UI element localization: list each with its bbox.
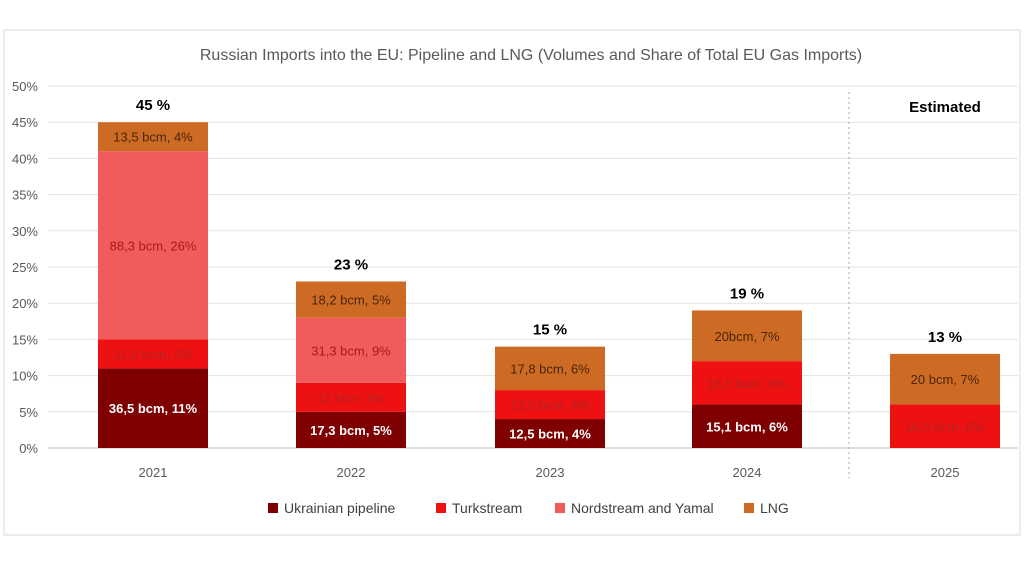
- bar-segment: [98, 151, 208, 340]
- data-label: 17,8 bcm, 6%: [510, 361, 590, 376]
- data-label: 17,3 bcm, 5%: [310, 423, 392, 438]
- data-label: 20bcm, 7%: [714, 329, 779, 344]
- legend-label: Turkstream: [452, 500, 522, 516]
- legend-swatch: [744, 503, 754, 513]
- bar-segment: [98, 122, 208, 152]
- data-label: 11,9 bcm, 4%: [114, 347, 193, 362]
- x-tick-label: 2021: [139, 465, 168, 480]
- total-label: 19 %: [730, 285, 764, 302]
- bar-segment: [692, 361, 802, 405]
- bar-segment: [296, 411, 406, 448]
- bar-segment: [98, 339, 208, 369]
- x-tick-label: 2023: [536, 465, 565, 480]
- data-label: 15,1 bcm, 6%: [706, 419, 788, 434]
- total-label: 45 %: [136, 97, 170, 114]
- y-tick-label: 25%: [12, 260, 38, 275]
- data-label: 31,3 bcm, 9%: [311, 343, 391, 358]
- chart-title: Russian Imports into the EU: Pipeline an…: [200, 47, 862, 64]
- bar-segment: [692, 310, 802, 362]
- legend-label: LNG: [760, 500, 789, 516]
- y-tick-label: 15%: [12, 332, 38, 347]
- y-tick-label: 5%: [19, 405, 38, 420]
- legend-swatch: [268, 503, 278, 513]
- data-label: 36,5 bcm, 11%: [109, 401, 198, 416]
- y-tick-label: 40%: [12, 151, 38, 166]
- data-label: 18,2 bcm, 5%: [311, 293, 391, 308]
- data-label: 12 bcm, 4%: [317, 390, 386, 405]
- bar-segment: [98, 368, 208, 448]
- bar-segment: [890, 353, 1000, 405]
- legend-label: Ukrainian pipeline: [284, 500, 396, 516]
- y-tick-label: 20%: [12, 296, 38, 311]
- data-label: 20 bcm, 7%: [911, 372, 980, 387]
- y-tick-label: 35%: [12, 188, 38, 203]
- data-label: 16,5 bcm, 6%: [707, 376, 787, 391]
- bar-segment: [692, 404, 802, 448]
- data-label: 12,6 bcm, 4%: [510, 398, 590, 413]
- y-tick-label: 30%: [12, 224, 38, 239]
- x-tick-label: 2025: [931, 465, 960, 480]
- legend-swatch: [436, 503, 446, 513]
- bar-segment: [296, 382, 406, 412]
- estimated-label: Estimated: [909, 99, 981, 116]
- y-tick-label: 10%: [12, 369, 38, 384]
- legend-label: Nordstream and Yamal: [571, 500, 714, 516]
- bar-segment: [890, 404, 1000, 448]
- data-label: 13,5 bcm, 4%: [113, 130, 193, 145]
- bar-segment: [495, 346, 605, 391]
- total-label: 23 %: [334, 256, 368, 273]
- x-tick-label: 2022: [337, 465, 366, 480]
- y-tick-label: 0%: [19, 441, 38, 456]
- data-label: 12,5 bcm, 4%: [509, 427, 591, 442]
- total-label: 13 %: [928, 329, 962, 346]
- data-label: 16,5 bcm, 6%: [905, 419, 985, 434]
- bar-segment: [495, 390, 605, 420]
- data-label: 88,3 bcm, 26%: [110, 238, 197, 253]
- bar-segment: [495, 419, 605, 448]
- bar-segment: [296, 317, 406, 383]
- y-tick-label: 50%: [12, 79, 38, 94]
- legend-swatch: [555, 503, 565, 513]
- total-label: 15 %: [533, 322, 567, 339]
- x-tick-label: 2024: [733, 465, 762, 480]
- y-tick-label: 45%: [12, 115, 38, 130]
- bar-segment: [296, 281, 406, 318]
